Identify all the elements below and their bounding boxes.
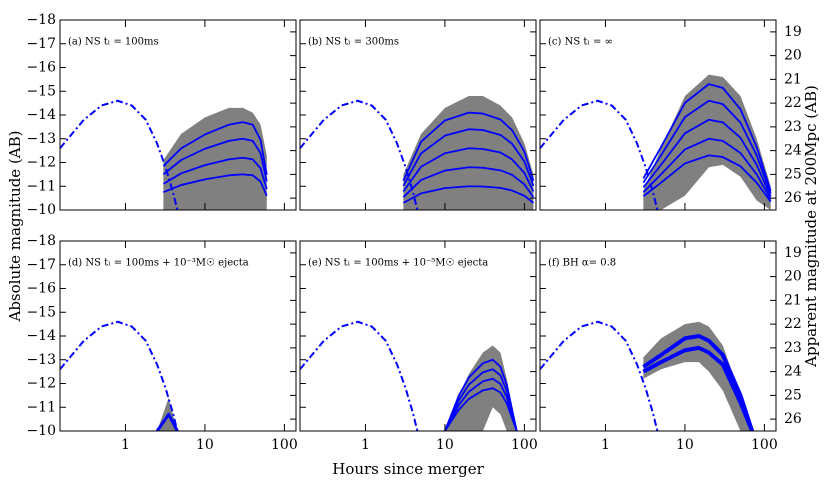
y-tick-label: −10	[26, 423, 56, 439]
panel	[540, 74, 772, 210]
model-line	[402, 185, 534, 204]
y-tick-label: −14	[26, 328, 56, 344]
y-tick-label: −18	[26, 233, 56, 249]
y2-tick-label: 26	[784, 190, 802, 206]
band	[444, 345, 517, 431]
x-tick-label: 1	[601, 437, 610, 453]
x-tick-label: 100	[511, 437, 538, 453]
model-line	[162, 137, 268, 182]
band	[163, 107, 267, 210]
y2-tick-label: 20	[784, 269, 802, 285]
y2-tick-label: 25	[784, 166, 802, 182]
afterglow-line	[60, 320, 179, 431]
model-line	[444, 377, 518, 431]
x-tick-label: 1	[361, 437, 370, 453]
afterglow-line	[540, 99, 659, 210]
y-tick-label: −16	[26, 60, 56, 76]
y2-tick-label: 22	[784, 316, 802, 332]
model-line	[444, 368, 518, 431]
y2-tick-label: 20	[784, 48, 802, 64]
y2-tick-label: 24	[784, 364, 802, 380]
model-line	[402, 128, 535, 187]
panel-annotation: (e) NS tₗ = 100ms + 10⁻⁵M☉ ejecta	[308, 258, 488, 269]
panel-annotation: (a) NS tₗ = 100ms	[68, 37, 159, 48]
panel	[300, 96, 535, 210]
panel-annotation: (d) NS tₗ = 100ms + 10⁻³M☉ ejecta	[68, 258, 249, 269]
band	[403, 96, 534, 210]
y2-tick-label: 21	[784, 71, 802, 87]
y-tick-label: −17	[26, 36, 56, 52]
band	[643, 74, 771, 210]
model-line	[642, 345, 754, 431]
y2-tick-label: 21	[784, 292, 802, 308]
y2-tick-label: 23	[784, 119, 802, 135]
y2-tick-label: 26	[784, 411, 802, 427]
y2-tick-label: 19	[784, 24, 802, 40]
model-line	[642, 118, 772, 197]
model-line	[162, 156, 268, 190]
panel	[540, 320, 754, 431]
y2-tick-label: 19	[784, 245, 802, 261]
y-tick-label: −12	[26, 376, 56, 392]
x-tick-label: 10	[436, 437, 454, 453]
panel-annotation: (c) NS tₗ = ∞	[548, 37, 613, 48]
afterglow-line	[300, 320, 419, 431]
model-line	[162, 121, 268, 176]
afterglow-line	[540, 320, 659, 431]
y-tick-label: −11	[26, 399, 56, 415]
model-line	[444, 387, 518, 431]
model-line	[642, 154, 772, 203]
afterglow-line	[300, 99, 419, 210]
x-tick-label: 100	[751, 437, 778, 453]
x-tick-label: 10	[676, 437, 694, 453]
y2-tick-label: 24	[784, 143, 802, 159]
model-line	[163, 173, 268, 197]
afterglow-line	[60, 99, 179, 210]
x-tick-label: 10	[196, 437, 214, 453]
y-tick-label: −13	[26, 352, 56, 368]
model-line	[642, 137, 772, 200]
panel-frame	[59, 240, 297, 432]
model-line	[402, 147, 535, 192]
model-line	[402, 111, 535, 182]
panel-annotation: (b) NS tₗ = 300ms	[308, 37, 399, 48]
y2-tick-label: 25	[784, 387, 802, 403]
y2-tick-label: 23	[784, 340, 802, 356]
model-line	[642, 99, 772, 194]
y-tick-label: −17	[26, 257, 56, 273]
y-tick-label: −12	[26, 155, 56, 171]
x-tick-label: 100	[271, 437, 298, 453]
panel-annotation: (f) BH α= 0.8	[548, 258, 616, 269]
y-tick-label: −11	[26, 178, 56, 194]
y-tick-label: −13	[26, 131, 56, 147]
panel	[60, 99, 268, 210]
y-tick-label: −16	[26, 281, 56, 297]
y-axis-label: Absolute magnitude (AB)	[6, 130, 24, 322]
model-line	[642, 83, 772, 192]
panel	[60, 320, 179, 431]
y-tick-label: −18	[26, 12, 56, 28]
y-tick-label: −14	[26, 107, 56, 123]
panel	[300, 320, 518, 431]
model-line	[444, 358, 518, 431]
y-tick-label: −15	[26, 304, 56, 320]
y-tick-label: −15	[26, 83, 56, 99]
y2-axis-label: Apparent magnitude at 200Mpc (AB)	[802, 85, 820, 368]
model-line	[155, 412, 179, 431]
x-tick-label: 1	[121, 437, 130, 453]
x-axis-label: Hours since merger	[332, 460, 484, 478]
y-tick-label: −10	[26, 202, 56, 218]
model-line	[642, 334, 754, 431]
y2-tick-label: 22	[784, 95, 802, 111]
model-line	[402, 166, 535, 198]
